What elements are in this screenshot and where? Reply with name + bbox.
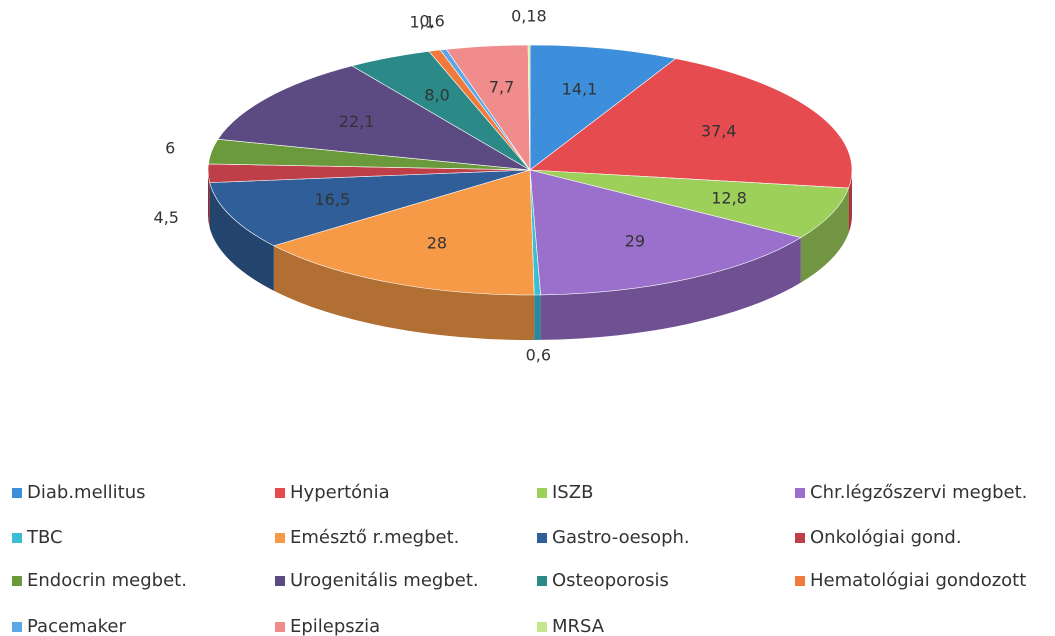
data-label: 0,18 [511,6,547,25]
legend-label: Epilepszia [290,616,380,636]
legend-swatch [537,533,547,543]
data-label: 29 [625,231,645,250]
pie-slice [529,44,677,171]
legend-label: Diab.mellitus [27,482,146,503]
legend-swatch [537,622,547,632]
legend-swatch [275,622,285,632]
pie-side [534,294,541,340]
pie-slice [529,169,850,238]
legend-swatch [537,576,547,586]
data-label: 8,0 [424,85,449,104]
legend-label: TBC [26,527,63,548]
data-label: 28 [427,234,447,253]
data-label: 7,7 [489,78,514,97]
pie-slice [217,65,531,171]
pie-slice [529,169,802,296]
data-label: 0,6 [419,11,444,30]
pie-slice [273,169,535,296]
legend-swatch [12,622,22,632]
legend-label: Urogenitális megbet. [290,570,479,591]
pie-side [209,182,274,291]
pie-slice [529,58,853,189]
legend-label: Onkológiai gond. [810,527,962,548]
legend-label: Chr.légzőszervi megbet. [810,482,1027,503]
legend-label: Pacemaker [27,616,126,636]
pie-side [208,170,210,228]
pie-side [273,245,535,340]
legend-label: Osteoporosis [552,570,669,591]
pie-side [800,188,849,283]
legend-swatch [12,576,22,586]
legend-swatch [537,488,547,498]
legend-label: Hypertónia [290,482,390,503]
pie-side [540,237,801,340]
legend-label: Emésztő r.megbet. [290,527,459,548]
data-label: 1,1 [409,13,434,32]
legend-label: ISZB [552,482,593,503]
data-label: 37,4 [701,122,737,141]
data-label: 12,8 [711,188,747,207]
legend-label: Endocrin megbet. [27,570,187,591]
legend-swatch [795,533,805,543]
legend-label: Gastro-oesoph. [552,527,690,548]
pie-slice [209,169,531,247]
legend-swatch [12,533,22,543]
legend-swatch [795,488,805,498]
pie-slice [527,44,531,171]
data-label: 0,6 [526,346,551,365]
data-label: 4,5 [154,208,179,227]
legend-swatch [275,488,285,498]
legend-label: MRSA [552,616,605,636]
legend-label: Hematológiai gondozott [810,570,1026,591]
data-label: 6 [165,139,175,158]
legend-swatch [275,533,285,543]
legend-swatch [795,576,805,586]
legend-swatch [275,576,285,586]
legend-swatch [12,488,22,498]
data-label: 16,5 [315,190,351,209]
data-label: 14,1 [562,79,598,98]
data-label: 22,1 [339,112,375,131]
